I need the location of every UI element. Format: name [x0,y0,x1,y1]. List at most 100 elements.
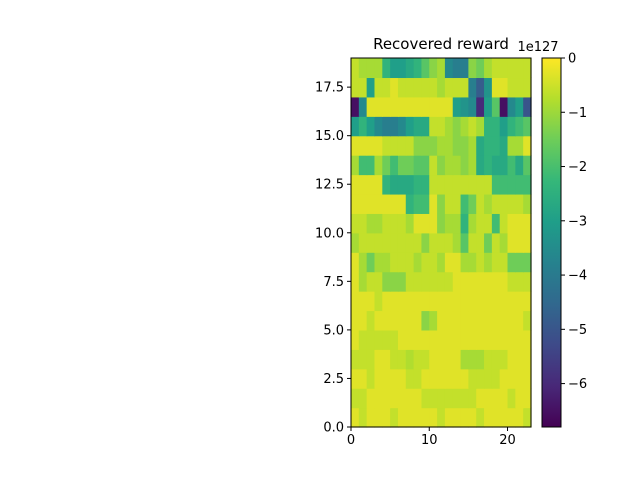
heatmap-cell [468,232,477,253]
heatmap-cell [421,271,430,292]
heatmap-cell [491,252,501,273]
heatmap-cell [452,174,462,195]
heatmap-cell [444,310,454,331]
heatmap-cell [476,310,485,331]
heatmap-cell [523,349,532,370]
heatmap-cell [351,291,360,312]
heatmap-cell [437,388,446,409]
heatmap-cell [452,310,462,331]
heatmap-cell [444,77,454,98]
heatmap-cell [374,252,383,273]
heatmap-cell [405,96,415,117]
heatmap-cell [452,213,462,234]
heatmap-cell [366,407,376,428]
heatmap-cell [397,349,407,370]
heatmap-cell [390,213,399,234]
heatmap-cell [358,368,368,389]
heatmap-cell [382,58,391,79]
heatmap-cell [484,174,493,195]
heatmap-cell [452,407,462,428]
heatmap-cell [358,96,368,117]
heatmap-cell [484,349,493,370]
heatmap-cell [374,271,383,292]
heatmap-cell [382,252,391,273]
heatmap-cell [358,77,368,98]
heatmap-cell [460,96,469,117]
heatmap-cell [421,252,430,273]
heatmap-cell [484,388,493,409]
heatmap-cell [515,407,524,428]
heatmap-cell [491,232,501,253]
heatmap-cell [374,96,383,117]
heatmap-cell [366,155,376,176]
heatmap-cell [444,155,454,176]
heatmap-cell [429,329,438,350]
heatmap-cell [413,116,423,137]
heatmap-cell [476,77,485,98]
heatmap-cell [460,155,469,176]
heatmap-cell [507,58,516,79]
colorbar-tick-label: −5 [568,323,587,338]
x-tick-label: 20 [499,433,516,448]
heatmap-cell [460,58,469,79]
heatmap-cell [444,368,454,389]
heatmap-cell [405,174,415,195]
heatmap-cell [405,271,415,292]
heatmap-cell [366,368,376,389]
heatmap-cell [366,349,376,370]
heatmap-cell [429,58,438,79]
heatmap-cell [358,291,368,312]
heatmap-cell [382,77,391,98]
heatmap-cell [413,174,423,195]
heatmap-cell [397,58,407,79]
heatmap-cell [507,174,516,195]
heatmap-cell [382,213,391,234]
y-tick-label: 15.0 [315,129,344,144]
heatmap-cell [421,135,430,156]
heatmap-cell [523,174,532,195]
heatmap-cell [358,116,368,137]
heatmap-cell [437,349,446,370]
heatmap-cell [515,271,524,292]
heatmap-cell [468,291,477,312]
heatmap-cell [499,388,509,409]
heatmap-cell [374,232,383,253]
heatmap-cell [437,252,446,273]
heatmap-cell [491,271,501,292]
heatmap-cell [374,368,383,389]
y-tick-label: 17.5 [315,81,344,96]
heatmap-cell [390,232,399,253]
colorbar-tick-label: −1 [568,106,587,121]
heatmap-cell [476,96,485,117]
heatmap-cell [523,329,532,350]
heatmap-cell [515,329,524,350]
heatmap-cell [515,252,524,273]
heatmap-cell [413,232,423,253]
colorbar-tick-label: −6 [568,377,587,392]
heatmap-cell [413,388,423,409]
heatmap-cell [397,174,407,195]
heatmap-cell [374,388,383,409]
heatmap-cell [507,116,516,137]
heatmap-cell [366,135,376,156]
heatmap-cell [523,271,532,292]
y-tick-label: 12.5 [315,178,344,193]
heatmap-cell [468,368,477,389]
heatmap-cell [429,291,438,312]
heatmap-cell [429,407,438,428]
heatmap-cell [507,349,516,370]
heatmap-cell [507,271,516,292]
heatmap-cell [523,407,532,428]
heatmap-cell [397,252,407,273]
heatmap-cell [499,155,509,176]
heatmap-cell [405,213,415,234]
heatmap-cell [390,310,399,331]
heatmap-cell [429,174,438,195]
heatmap-cell [390,174,399,195]
colorbar [541,57,562,428]
heatmap-cell [468,174,477,195]
heatmap-cell [374,407,383,428]
heatmap-cell [366,232,376,253]
y-tick-label: 5.0 [323,323,344,338]
heatmap-cell [476,271,485,292]
